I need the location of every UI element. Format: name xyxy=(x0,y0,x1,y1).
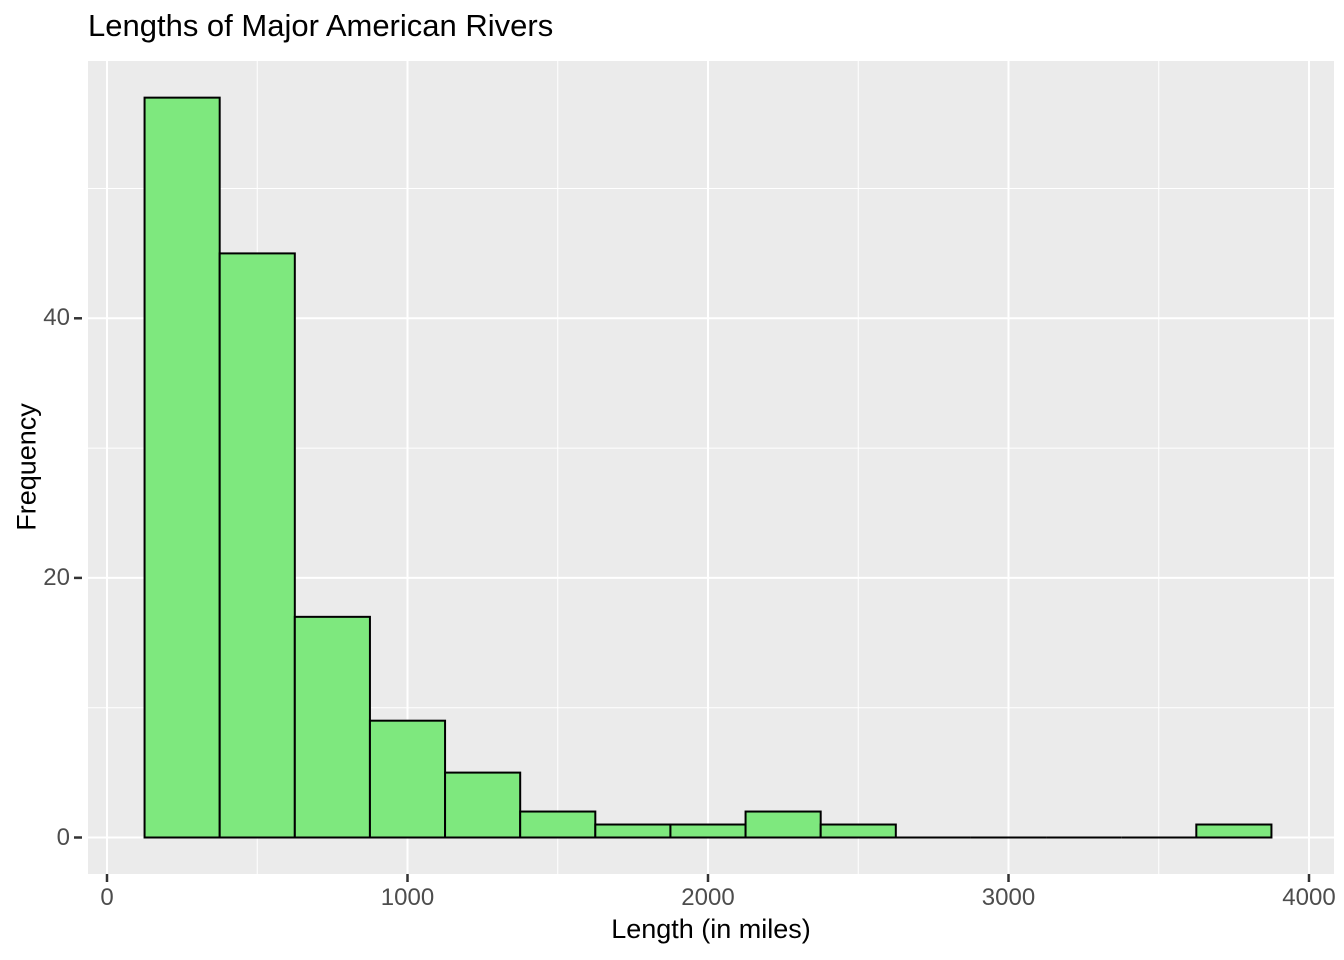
histogram-bar xyxy=(744,810,822,839)
y-axis-title: Frequency xyxy=(11,403,42,531)
histogram-bar xyxy=(519,810,597,839)
y-tick-label: 0 xyxy=(56,823,70,851)
histogram-bar xyxy=(143,96,221,839)
histogram-bar xyxy=(594,823,672,839)
histogram-bar xyxy=(669,823,747,839)
histogram-bar xyxy=(1195,823,1273,839)
y-tick-label: 40 xyxy=(43,304,70,332)
x-tick-label: 0 xyxy=(100,884,114,911)
y-tick-label: 20 xyxy=(43,563,70,591)
x-tick-label: 4000 xyxy=(1282,884,1336,911)
x-axis-title: Length (in miles) xyxy=(611,914,811,944)
histogram-bar xyxy=(819,823,897,839)
x-tick-label: 3000 xyxy=(981,884,1036,911)
x-tick-label: 2000 xyxy=(681,884,735,911)
chart-title: Lengths of Major American Rivers xyxy=(88,8,554,43)
x-tick-label: 1000 xyxy=(380,884,435,911)
histogram-bar xyxy=(368,719,447,839)
histogram-bar xyxy=(218,252,296,839)
histogram-bar xyxy=(293,615,371,839)
histogram-bar xyxy=(444,771,522,839)
